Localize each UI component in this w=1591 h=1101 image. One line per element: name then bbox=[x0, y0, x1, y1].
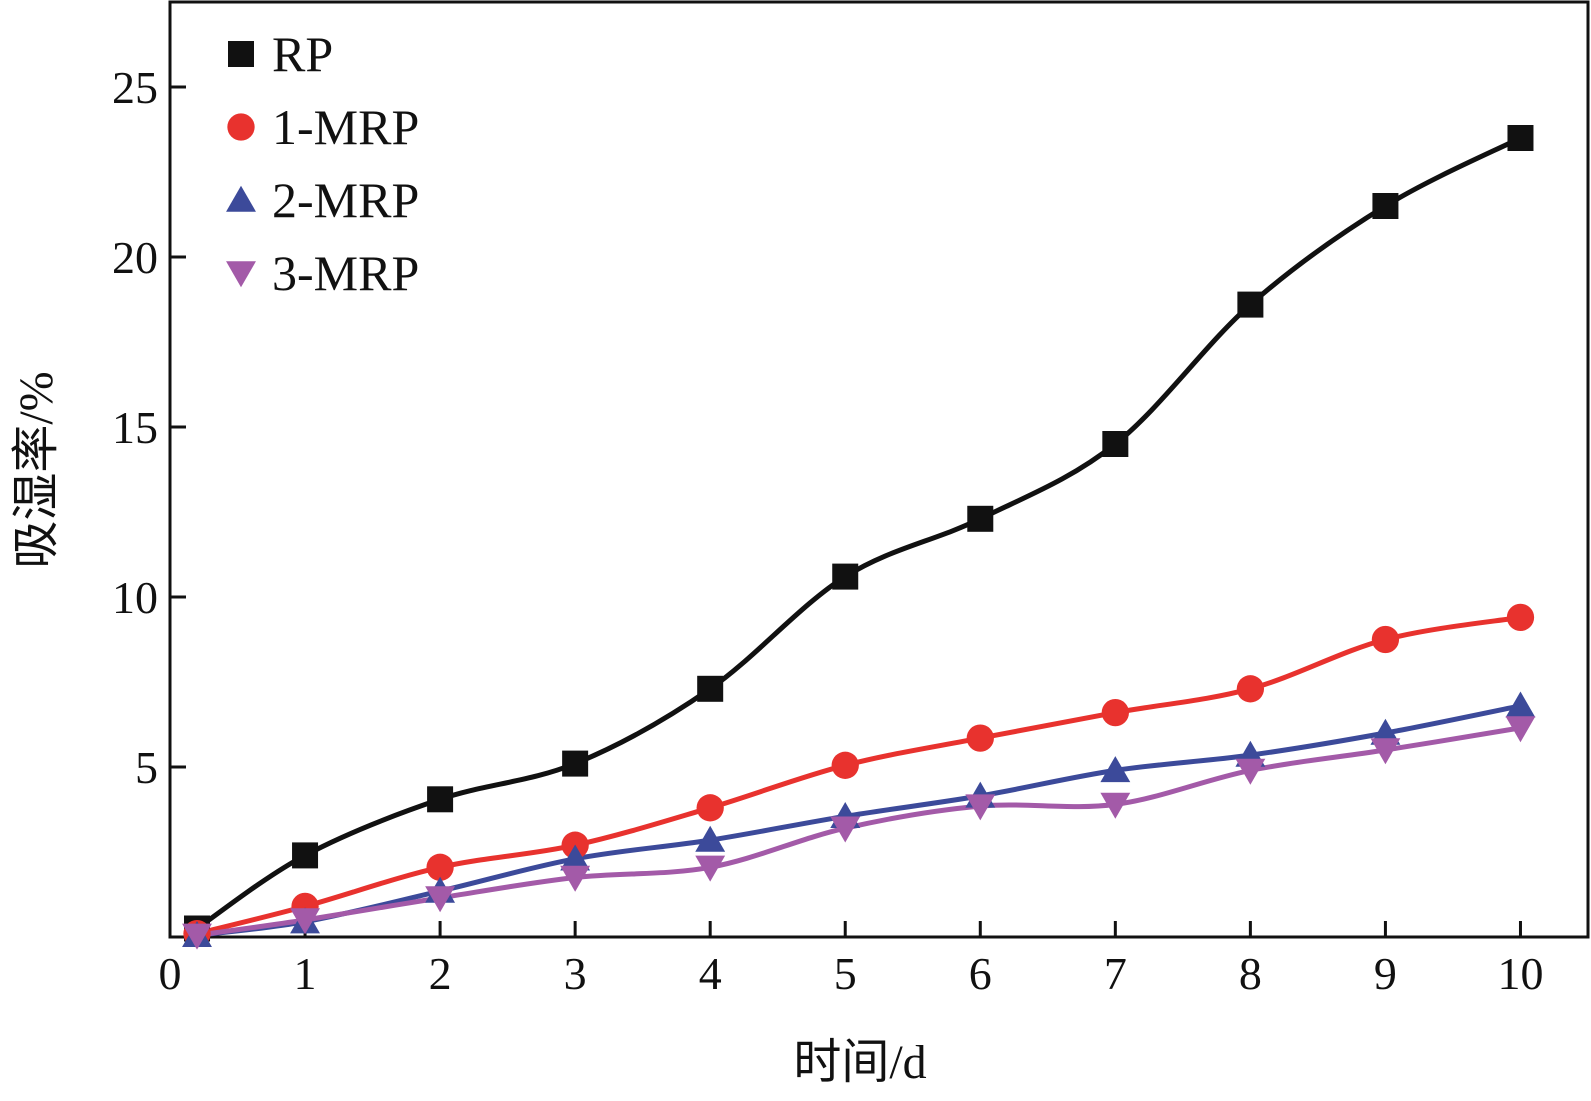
point-2-MRP-9 bbox=[1370, 718, 1401, 745]
point-RP-4 bbox=[697, 675, 724, 702]
series-line-1-MRP bbox=[194, 614, 1523, 937]
point-3-MRP-4 bbox=[695, 855, 726, 882]
x-tick-label-4: 4 bbox=[699, 948, 722, 999]
x-tick-label-0: 0 bbox=[159, 948, 182, 999]
x-tick-label-9: 9 bbox=[1374, 948, 1397, 999]
point-3-MRP-0 bbox=[182, 923, 212, 950]
point-3-MRP-3 bbox=[560, 865, 591, 892]
point-RP-8 bbox=[1237, 291, 1264, 318]
x-tick-label-1: 1 bbox=[294, 948, 317, 999]
point-RP-10 bbox=[1507, 125, 1534, 151]
point-RP-9 bbox=[1372, 193, 1399, 219]
series-line-3-MRP bbox=[194, 725, 1523, 938]
y-tick-label-15: 15 bbox=[112, 402, 158, 453]
y-axis-title: 吸湿率/% bbox=[10, 371, 63, 568]
point-1-MRP-9 bbox=[1371, 625, 1400, 654]
point-1-MRP-4 bbox=[696, 794, 724, 822]
point-RP-2 bbox=[427, 786, 454, 813]
series-line-2-MRP bbox=[194, 703, 1523, 938]
point-RP-3 bbox=[562, 750, 589, 777]
y-tick-label-5: 5 bbox=[135, 742, 158, 793]
point-3-MRP-2 bbox=[425, 886, 456, 913]
point-2-MRP-4 bbox=[695, 825, 726, 852]
point-3-MRP-8 bbox=[1235, 758, 1266, 785]
point-2-MRP-3 bbox=[560, 844, 591, 871]
x-tick-label-2: 2 bbox=[429, 948, 452, 999]
y-tick-label-10: 10 bbox=[112, 572, 158, 623]
legend-marker-3-MRP bbox=[226, 261, 256, 288]
point-3-MRP-5 bbox=[830, 816, 861, 843]
axis-ticks bbox=[170, 85, 1522, 937]
point-RP-7 bbox=[1102, 431, 1129, 457]
legend-marker-1-MRP bbox=[227, 113, 255, 141]
point-1-MRP-8 bbox=[1236, 675, 1265, 703]
x-tick-label-3: 3 bbox=[564, 948, 587, 999]
x-tick-label-7: 7 bbox=[1104, 948, 1127, 999]
point-2-MRP-7 bbox=[1100, 756, 1131, 783]
point-1-MRP-5 bbox=[831, 751, 859, 779]
point-RP-6 bbox=[967, 505, 994, 532]
point-3-MRP-9 bbox=[1370, 738, 1401, 765]
legend-label-1-MRP: 1-MRP bbox=[272, 99, 419, 155]
point-2-MRP-10 bbox=[1505, 691, 1536, 718]
legend-marker-RP bbox=[228, 41, 254, 67]
plot-frame bbox=[168, 0, 1590, 939]
point-3-MRP-6 bbox=[965, 794, 996, 821]
legend-label-3-MRP: 3-MRP bbox=[272, 245, 419, 301]
point-1-MRP-7 bbox=[1101, 698, 1129, 727]
point-RP-1 bbox=[292, 842, 319, 869]
point-3-MRP-7 bbox=[1100, 792, 1131, 819]
legend-label-RP: RP bbox=[272, 26, 333, 82]
x-tick-label-10: 10 bbox=[1497, 948, 1543, 999]
y-tick-label-20: 20 bbox=[112, 232, 158, 283]
series-markers bbox=[182, 125, 1536, 950]
point-1-MRP-2 bbox=[426, 853, 454, 881]
legend-label-2-MRP: 2-MRP bbox=[272, 172, 419, 228]
x-tick-label-5: 5 bbox=[834, 948, 857, 999]
legend: RP 1-MRP 2-MRP 3-MRP bbox=[226, 26, 419, 301]
x-tick-label-6: 6 bbox=[969, 948, 992, 999]
x-axis-title: 时间/d bbox=[793, 1036, 926, 1089]
point-3-MRP-10 bbox=[1505, 716, 1536, 743]
x-tick-label-8: 8 bbox=[1239, 948, 1262, 999]
y-tick-label-25: 25 bbox=[112, 62, 158, 113]
axis-tick-labels: 0 1 2 3 4 5 6 7 8 9 10 5 10 15 20 25 bbox=[112, 62, 1543, 999]
point-1-MRP-6 bbox=[966, 724, 994, 752]
point-RP-5 bbox=[832, 563, 859, 590]
point-3-MRP-1 bbox=[290, 908, 320, 935]
point-1-MRP-10 bbox=[1506, 603, 1535, 632]
legend-marker-2-MRP bbox=[226, 185, 256, 212]
